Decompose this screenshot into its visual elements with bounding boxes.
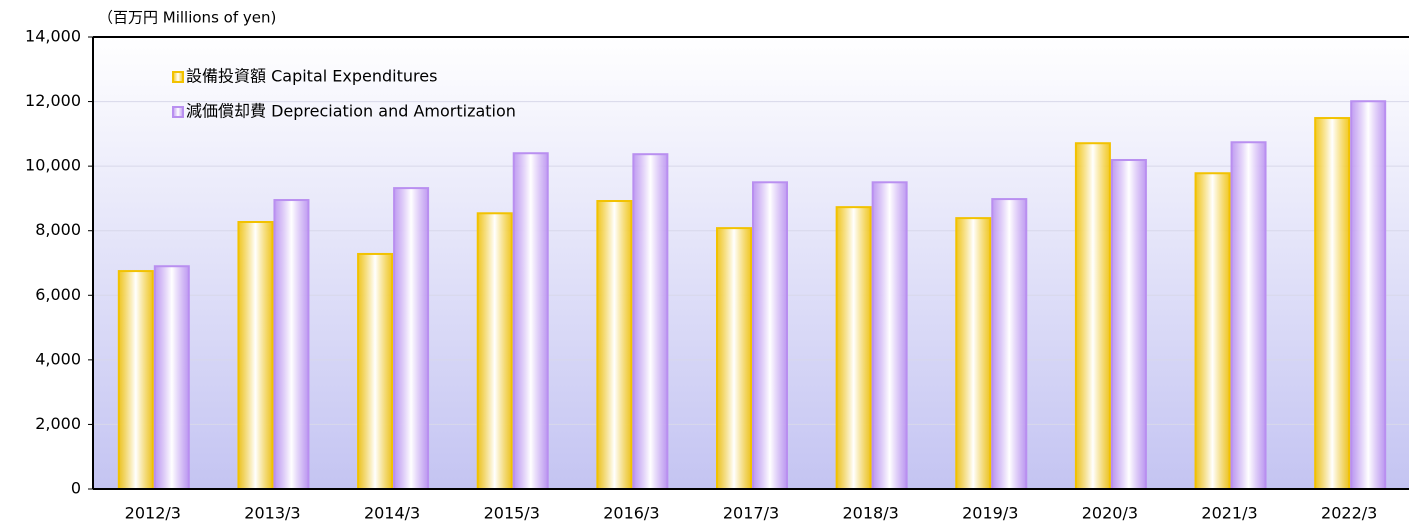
bar <box>1314 117 1351 490</box>
legend-label: 設備投資額 Capital Expenditures <box>186 67 437 86</box>
x-tick-label: 2016/3 <box>603 504 659 523</box>
bar <box>512 152 549 490</box>
y-tick-label: 4,000 <box>35 349 81 368</box>
legend-marker <box>172 71 184 83</box>
bar <box>632 153 669 490</box>
x-tick-label: 2020/3 <box>1082 504 1138 523</box>
bar <box>1110 159 1147 490</box>
x-tick-label: 2014/3 <box>364 504 420 523</box>
y-tick-label: 12,000 <box>25 91 81 110</box>
x-tick-label: 2015/3 <box>484 504 540 523</box>
y-axis-unit: （百万円 Millions of yen) <box>98 9 276 27</box>
bar <box>596 200 633 491</box>
y-tick-label: 10,000 <box>25 156 81 175</box>
bar <box>1350 100 1387 491</box>
x-tick-label: 2019/3 <box>962 504 1018 523</box>
x-tick-label: 2018/3 <box>842 504 898 523</box>
y-tick-label: 14,000 <box>25 27 81 46</box>
x-tick-label: 2021/3 <box>1201 504 1257 523</box>
legend-label: 減価償却費 Depreciation and Amortization <box>186 102 516 121</box>
bar <box>871 181 908 491</box>
x-tick-label: 2013/3 <box>244 504 300 523</box>
bar <box>752 181 788 491</box>
bar <box>476 212 513 490</box>
y-tick-label: 0 <box>71 479 81 498</box>
bar <box>1194 172 1231 490</box>
legend-marker <box>172 106 184 118</box>
bar <box>716 227 752 490</box>
bar <box>357 252 394 490</box>
y-tick-label: 8,000 <box>35 220 81 239</box>
bar <box>991 198 1028 490</box>
bar <box>1230 141 1267 490</box>
y-tick-label: 6,000 <box>35 285 81 304</box>
x-tick-label: 2022/3 <box>1321 504 1377 523</box>
bar <box>393 187 430 490</box>
x-tick-label: 2017/3 <box>723 504 779 523</box>
bar <box>117 270 154 491</box>
bar <box>273 199 310 491</box>
bar <box>835 206 872 490</box>
y-tick-label: 2,000 <box>35 414 81 433</box>
bar <box>1074 142 1111 490</box>
x-tick-label: 2012/3 <box>125 504 181 523</box>
bar <box>955 217 992 490</box>
bar <box>153 265 190 490</box>
bar <box>237 220 274 491</box>
